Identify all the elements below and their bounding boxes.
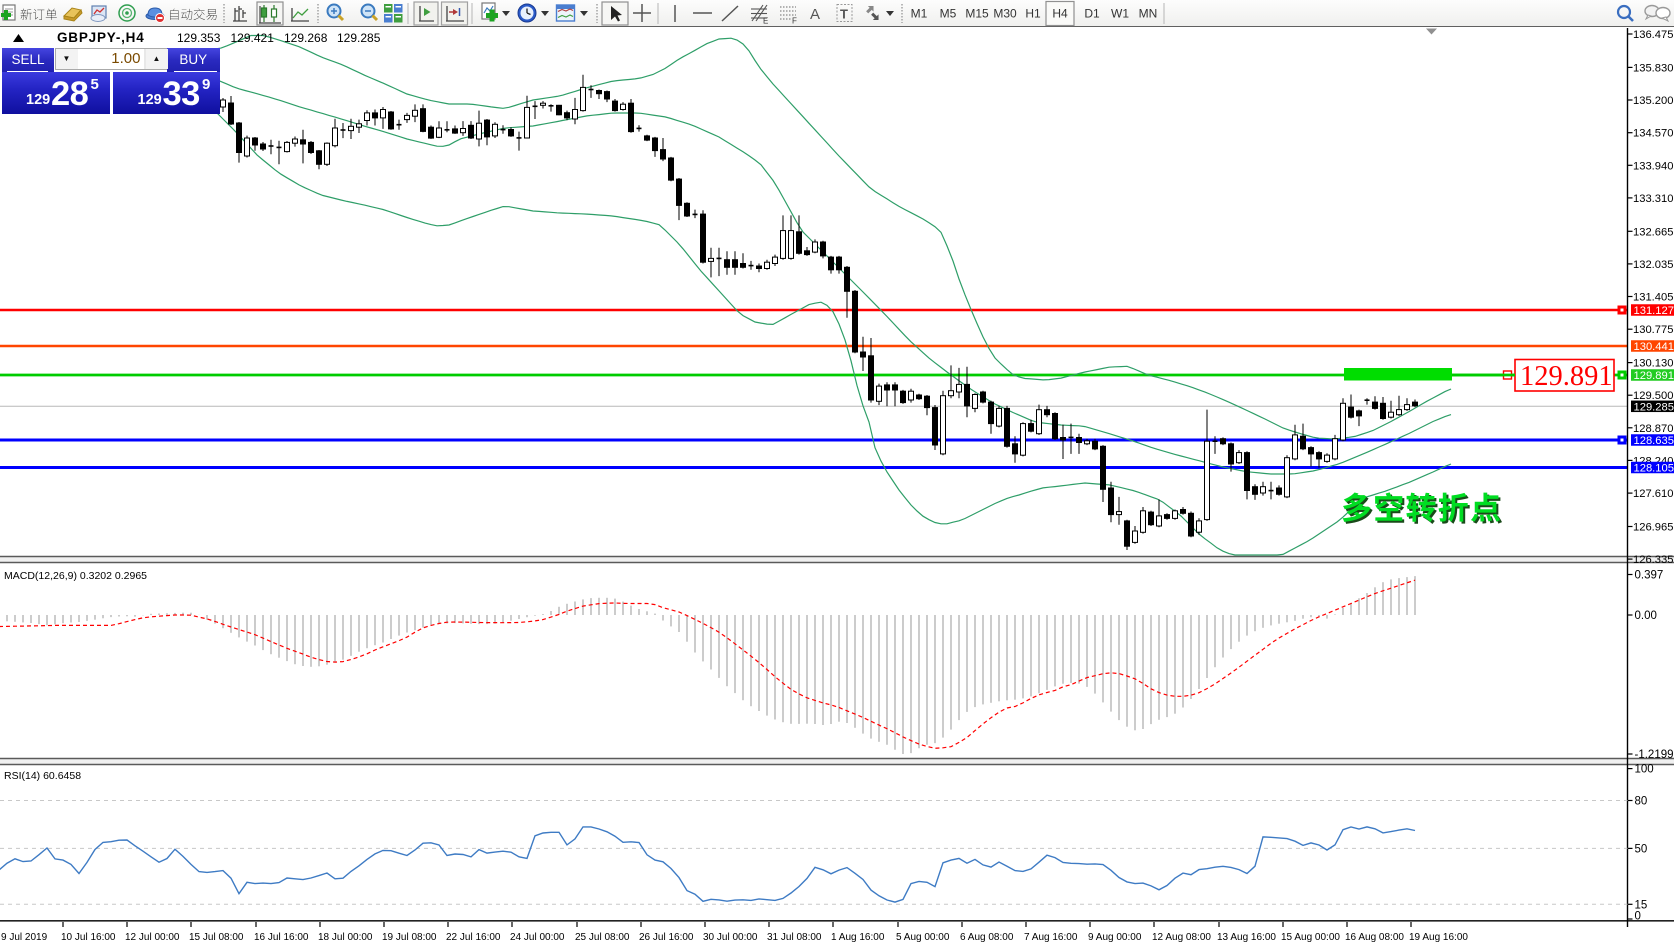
svg-text:D1: D1 [1084,7,1100,21]
svg-text:9 Jul 2019: 9 Jul 2019 [1,932,48,943]
svg-text:25 Jul 08:00: 25 Jul 08:00 [575,932,630,943]
svg-text:131.127: 131.127 [1634,305,1674,317]
svg-text:0.00: 0.00 [1635,610,1657,622]
svg-text:128.635: 128.635 [1634,435,1674,447]
svg-text:136.475: 136.475 [1633,29,1673,41]
svg-text:W1: W1 [1111,7,1129,21]
svg-text:127.610: 127.610 [1633,488,1673,500]
svg-text:128.870: 128.870 [1633,423,1673,435]
svg-text:133.310: 133.310 [1633,193,1673,205]
svg-text:16 Jul 16:00: 16 Jul 16:00 [254,932,309,943]
svg-text:12 Jul 00:00: 12 Jul 00:00 [125,932,180,943]
svg-text:132.665: 132.665 [1633,226,1673,238]
svg-text:13 Aug 16:00: 13 Aug 16:00 [1217,932,1276,943]
svg-text:100: 100 [1635,764,1654,776]
svg-text:130.775: 130.775 [1633,324,1673,336]
svg-text:6 Aug 08:00: 6 Aug 08:00 [960,932,1014,943]
svg-text:-1.2199: -1.2199 [1635,749,1674,761]
svg-text:19 Aug 16:00: 19 Aug 16:00 [1409,932,1468,943]
svg-text:F: F [792,17,797,26]
svg-text:7 Aug 16:00: 7 Aug 16:00 [1024,932,1078,943]
svg-text:26 Jul 16:00: 26 Jul 16:00 [639,932,694,943]
svg-text:H4: H4 [1052,7,1068,21]
svg-text:T: T [840,7,848,22]
svg-text:129.285: 129.285 [1634,401,1674,413]
svg-text:135.200: 135.200 [1633,95,1673,107]
svg-text:132.035: 132.035 [1633,259,1673,271]
svg-text:5 Aug 00:00: 5 Aug 00:00 [896,932,950,943]
svg-text:1 Aug 16:00: 1 Aug 16:00 [831,932,885,943]
svg-text:18 Jul 00:00: 18 Jul 00:00 [318,932,373,943]
svg-text:M15: M15 [965,7,989,21]
svg-text:MN: MN [1139,7,1158,21]
svg-text:E: E [763,17,768,26]
svg-text:H1: H1 [1025,7,1041,21]
svg-text:22 Jul 16:00: 22 Jul 16:00 [446,932,501,943]
svg-text:126.965: 126.965 [1633,522,1673,534]
svg-text:GBPJPY-,H4: GBPJPY-,H4 [57,30,145,45]
svg-text:128.105: 128.105 [1634,463,1674,475]
svg-text:134.570: 134.570 [1633,128,1673,140]
svg-text:RSI(14) 60.6458: RSI(14) 60.6458 [4,770,81,782]
svg-text:16 Aug 08:00: 16 Aug 08:00 [1345,932,1404,943]
svg-text:9 Aug 00:00: 9 Aug 00:00 [1088,932,1142,943]
svg-text:24 Jul 00:00: 24 Jul 00:00 [510,932,565,943]
svg-text:129.891: 129.891 [1634,370,1674,382]
svg-text:M5: M5 [940,7,957,21]
svg-text:15: 15 [1635,899,1648,911]
svg-text:12 Aug 08:00: 12 Aug 08:00 [1152,932,1211,943]
svg-text:50: 50 [1635,843,1648,855]
svg-text:129.891: 129.891 [1520,361,1613,392]
svg-text:M1: M1 [911,7,928,21]
svg-text:131.405: 131.405 [1633,292,1673,304]
svg-text:133.940: 133.940 [1633,160,1673,172]
svg-text:M30: M30 [993,7,1017,21]
svg-text:15 Jul 08:00: 15 Jul 08:00 [189,932,244,943]
svg-text:130.441: 130.441 [1634,341,1674,353]
svg-text:130.130: 130.130 [1633,358,1673,370]
svg-text:A: A [810,6,820,23]
svg-text:10 Jul 16:00: 10 Jul 16:00 [61,932,116,943]
svg-text:19 Jul 08:00: 19 Jul 08:00 [382,932,437,943]
svg-text:126.335: 126.335 [1633,554,1673,566]
svg-text:15 Aug 00:00: 15 Aug 00:00 [1281,932,1340,943]
svg-text:0.397: 0.397 [1635,570,1664,582]
svg-text:80: 80 [1635,796,1648,808]
svg-text:135.830: 135.830 [1633,62,1673,74]
svg-text:MACD(12,26,9) 0.3202 0.2965: MACD(12,26,9) 0.3202 0.2965 [4,570,147,582]
svg-text:129.500: 129.500 [1633,390,1673,402]
svg-text:0: 0 [1635,911,1641,923]
svg-text:30 Jul 00:00: 30 Jul 00:00 [703,932,758,943]
svg-text:31 Jul 08:00: 31 Jul 08:00 [767,932,822,943]
